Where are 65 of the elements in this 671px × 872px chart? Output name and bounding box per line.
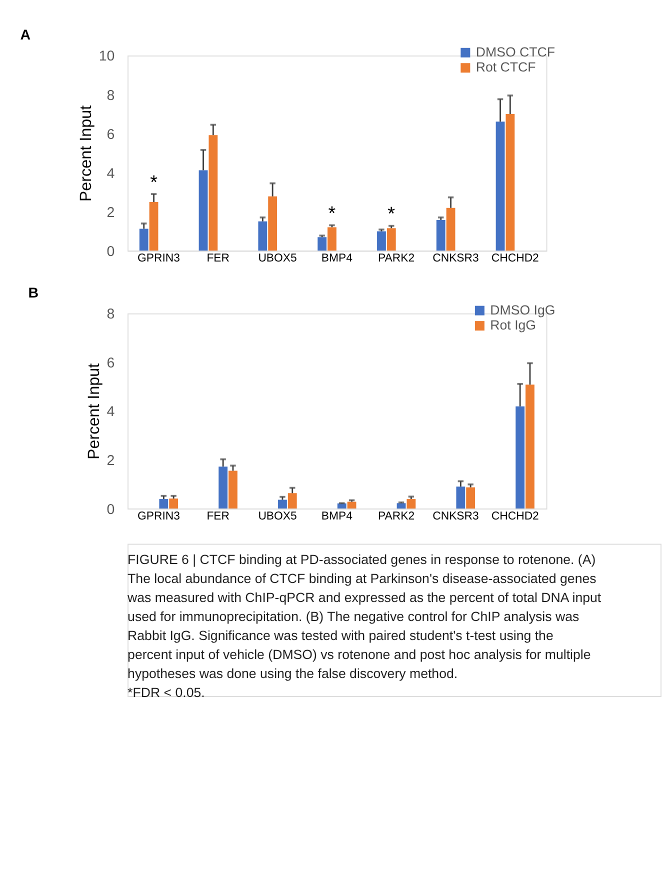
chart-title: A [20, 27, 31, 44]
bar [169, 498, 178, 509]
y-axis-title: Percent Input [85, 362, 104, 460]
y-tick-label: 10 [98, 48, 115, 65]
bar [208, 135, 218, 251]
bar [347, 502, 356, 509]
text: *FDR < 0.05. [128, 685, 205, 700]
y-tick-label: 4 [106, 166, 115, 182]
bar [406, 499, 416, 509]
y-tick-label: 2 [106, 453, 115, 470]
data-label: * [388, 204, 396, 226]
bar [268, 196, 278, 251]
data-label: * [150, 172, 158, 194]
y-tick-label: 6 [106, 126, 115, 143]
y-tick-label: 8 [106, 306, 115, 323]
bar [328, 227, 336, 251]
bar [506, 114, 515, 251]
bar [318, 237, 327, 251]
data-label: * [328, 204, 336, 225]
bar [386, 228, 396, 251]
bar [139, 228, 148, 251]
x-tick-label: BMP4 [321, 252, 354, 265]
chart-title: B [28, 285, 39, 302]
bar [496, 122, 505, 251]
bar [526, 384, 534, 509]
bar [377, 231, 386, 251]
bar [516, 406, 525, 509]
x-tick-label: BMP4 [321, 510, 354, 522]
legend-label: Rot IgG [490, 318, 536, 333]
caption: FIGURE 6 | CTCF binding at PD-associated genes in response to rotenone. (A) The local abundance of CTCF binding at Parkinson's disease-associated genes was measured with ChIP-qPCR and expressed as the percent of total DNA input used for immunoprecipitation. (B) The negative control for ChIP analysis was Rabbit IgG. Significance was tested with paired student's t-test using the percent input of vehicle (DMSO) vs rotenone and post hoc analysis for multiple hypotheses was done using the false discovery method. [126, 552, 602, 681]
bar [228, 470, 238, 509]
bar [159, 499, 168, 509]
x-tick-label: PARK2 [378, 252, 415, 265]
x-tick-label: PARK2 [378, 510, 415, 522]
legend-label: Rot CTCF [476, 60, 536, 75]
y-tick-label: 0 [106, 502, 115, 518]
bar [149, 202, 158, 251]
y-tick-label: 6 [106, 355, 115, 372]
x-tick-label: UBOX5 [258, 510, 297, 522]
x-tick-label: GPRIN3 [137, 252, 180, 265]
bar [288, 493, 297, 509]
x-tick-label: CHCHD2 [491, 252, 539, 265]
bar [446, 208, 456, 251]
bar [258, 221, 268, 251]
bar [396, 503, 406, 509]
bar [456, 486, 466, 509]
x-tick-label: FER [206, 252, 230, 265]
legend-label: DMSO CTCF [476, 44, 556, 60]
bar [198, 170, 208, 251]
bar [337, 503, 346, 509]
y-tick-label: 8 [106, 88, 115, 104]
y-axis-title: Percent Input [77, 104, 96, 202]
y-tick-label: 4 [106, 404, 115, 420]
y-tick-label: 0 [106, 244, 115, 260]
x-tick-label: CHCHD2 [491, 510, 539, 522]
bar [218, 466, 228, 509]
legend-label: DMSO IgG [490, 302, 556, 318]
x-tick-label: CNKSR3 [432, 510, 479, 522]
x-tick-label: UBOX5 [258, 252, 297, 265]
x-tick-label: CNKSR3 [432, 252, 479, 265]
y-tick-label: 2 [106, 204, 115, 221]
bar [466, 487, 476, 509]
bar [278, 500, 287, 509]
x-tick-label: FER [206, 510, 230, 522]
x-tick-label: GPRIN3 [137, 510, 180, 522]
